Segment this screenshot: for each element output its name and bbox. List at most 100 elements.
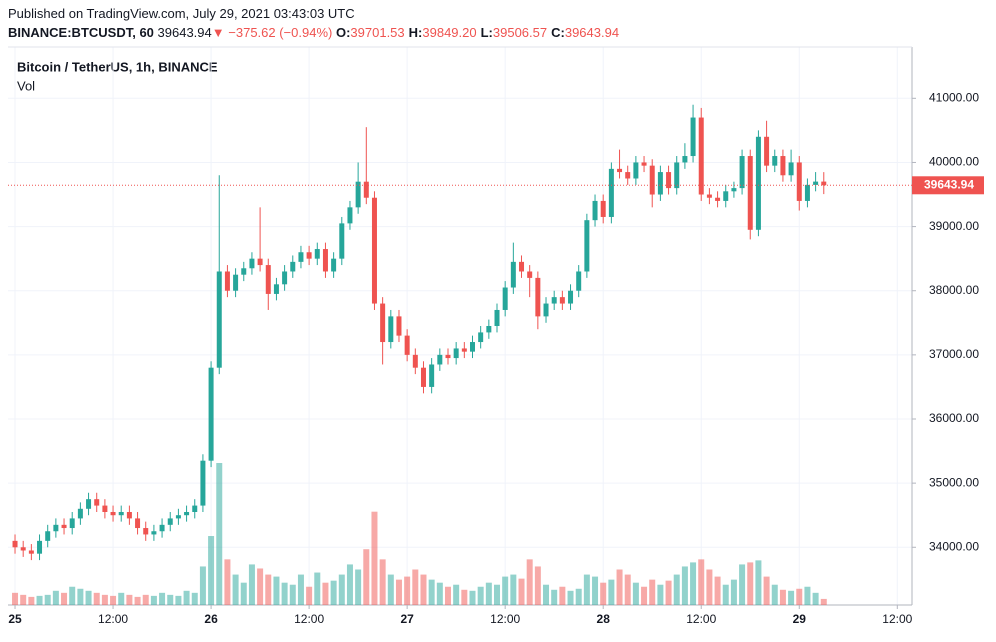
candle-body: [249, 258, 255, 269]
volume-bar: [755, 560, 762, 605]
candle-body: [69, 518, 75, 529]
volume-bar: [657, 584, 664, 605]
candle-body: [192, 505, 198, 512]
candle-body: [28, 550, 34, 554]
last-price-label: 39643.94: [924, 177, 974, 191]
x-tick-label: 12:00: [686, 612, 716, 626]
candle-body: [396, 316, 402, 336]
volume-bar: [763, 576, 770, 605]
candle-body: [764, 136, 770, 166]
volume-bar: [257, 568, 264, 605]
candle-body: [813, 181, 819, 185]
volume-bar: [592, 576, 599, 605]
candle-body: [682, 156, 688, 163]
x-tick-label: 12:00: [98, 612, 128, 626]
candle-body: [469, 342, 475, 352]
candle-body: [355, 181, 361, 208]
volume-bar: [444, 586, 451, 605]
symbol: BINANCE:BTCUSDT, 60: [8, 25, 154, 40]
candle-body: [143, 528, 149, 535]
chart-title: Bitcoin / TetherUS, 1h, BINANCE: [17, 59, 218, 74]
volume-bar: [812, 592, 819, 605]
candle-body: [412, 354, 418, 368]
ohlc-value: 39701.53: [350, 25, 405, 40]
volume-bar: [150, 595, 157, 605]
volume-bar: [142, 594, 149, 605]
candle-body: [641, 162, 647, 166]
volume-bar: [387, 574, 394, 605]
candle-body: [184, 512, 190, 516]
volume-bar: [110, 595, 117, 605]
candle-body: [363, 181, 369, 198]
volume-bar: [273, 576, 280, 605]
volume-label: Vol: [17, 78, 35, 93]
volume-bar: [534, 566, 541, 605]
volume-bar: [118, 592, 125, 605]
volume-bar: [616, 569, 623, 605]
volume-bar: [330, 580, 337, 605]
volume-bar: [77, 588, 84, 605]
candle-body: [723, 191, 729, 201]
candle-body: [788, 162, 794, 176]
volume-bar: [232, 574, 239, 605]
volume-bar: [159, 592, 166, 605]
candle-body: [559, 297, 565, 304]
volume-bar: [543, 584, 550, 605]
volume-bar: [314, 572, 321, 605]
candle-body: [339, 223, 345, 259]
candle-body: [94, 499, 100, 506]
volume-bar: [771, 584, 778, 605]
candle-body: [224, 271, 230, 291]
volume-bar: [52, 590, 59, 605]
volume-bar: [632, 582, 639, 605]
volume-bar: [338, 574, 345, 605]
candle-body: [568, 290, 574, 304]
volume-bar: [518, 578, 525, 605]
candle-body: [551, 297, 557, 304]
volume-bar: [126, 594, 133, 605]
volume-bar: [722, 584, 729, 605]
volume-bar: [134, 596, 141, 605]
volume-bar: [796, 588, 803, 605]
volume-bar: [289, 584, 296, 605]
candle-body: [420, 367, 426, 387]
candle-body: [739, 156, 745, 189]
volume-bar: [502, 576, 509, 605]
volume-bar: [69, 586, 76, 605]
volume-bar: [20, 594, 27, 605]
y-tick-label: 39000.00: [929, 219, 979, 233]
y-tick-label: 41000.00: [929, 90, 979, 104]
volume-bar: [61, 592, 68, 605]
volume-bar: [551, 589, 558, 605]
x-tick-label: 12:00: [294, 612, 324, 626]
candle-body: [804, 184, 810, 201]
candle-body: [388, 316, 394, 343]
candle-body: [617, 168, 623, 173]
volume-bar: [681, 566, 688, 605]
candle-body: [12, 540, 18, 548]
x-tick-label: 12:00: [490, 612, 520, 626]
volume-bar: [747, 562, 754, 605]
volume-bar: [191, 592, 198, 605]
candle-body: [486, 326, 492, 333]
candle-body: [715, 197, 721, 201]
candle-body: [502, 287, 508, 310]
x-tick-label: 28: [597, 612, 611, 626]
volume-bar: [404, 576, 411, 605]
arrow: ▼: [211, 25, 225, 40]
volume-bar: [510, 574, 517, 605]
change: −375.62 (−0.94%): [228, 25, 333, 40]
candle-body: [772, 156, 778, 166]
candle-body: [126, 512, 132, 519]
y-tick-label: 37000.00: [929, 347, 979, 361]
y-tick-label: 40000.00: [929, 155, 979, 169]
volume-bar: [208, 536, 215, 605]
volume-bar: [248, 564, 255, 605]
candle-body: [20, 547, 26, 551]
volume-bar: [12, 592, 19, 605]
y-tick-label: 35000.00: [929, 475, 979, 489]
volume-bar: [485, 582, 492, 605]
candle-body: [257, 258, 263, 266]
candle-body: [102, 505, 108, 512]
